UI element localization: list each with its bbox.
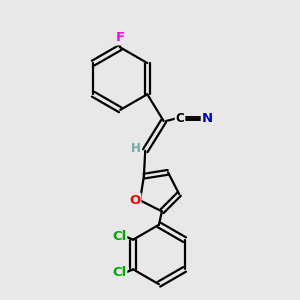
Text: C: C: [176, 112, 184, 125]
Text: Cl: Cl: [112, 266, 126, 279]
Text: F: F: [116, 32, 125, 44]
Text: H: H: [131, 142, 141, 155]
Text: O: O: [129, 194, 140, 207]
Text: Cl: Cl: [112, 230, 126, 243]
Text: N: N: [202, 112, 213, 125]
